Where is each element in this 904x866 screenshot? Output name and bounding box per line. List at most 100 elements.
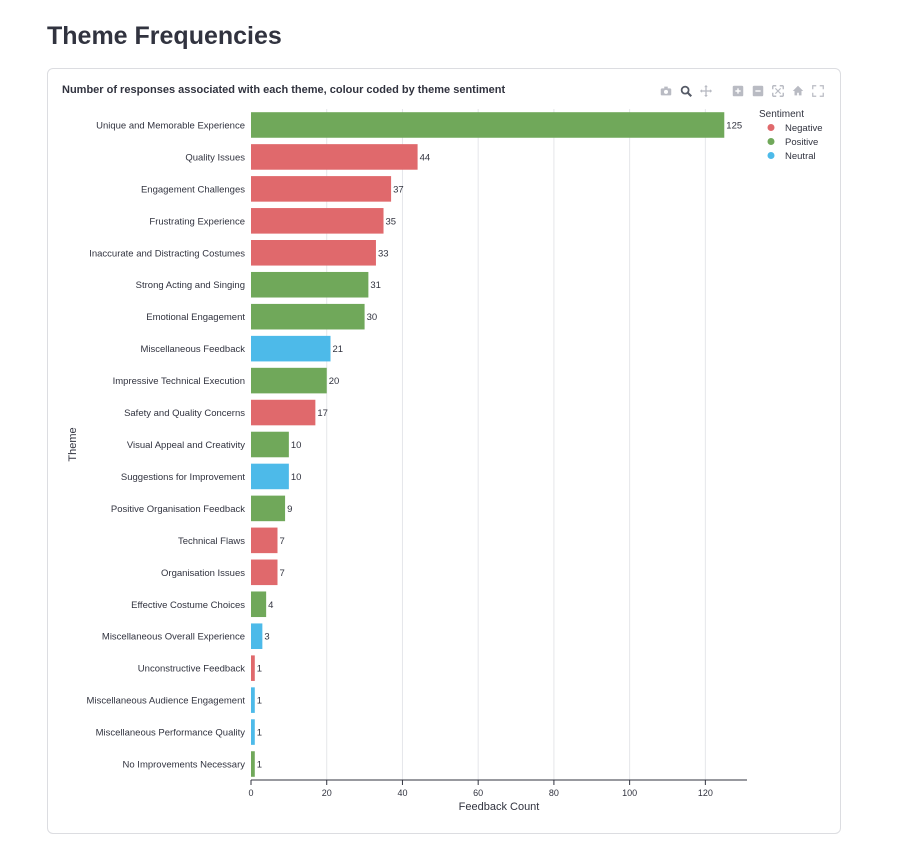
pan-icon	[699, 84, 713, 98]
bar[interactable]	[251, 559, 278, 586]
data-label: 4	[268, 600, 273, 611]
x-tick-label: 100	[622, 788, 637, 798]
bar[interactable]	[251, 719, 255, 745]
zoom-button[interactable]	[678, 83, 694, 99]
pan-button[interactable]	[698, 83, 714, 99]
data-label: 1	[257, 760, 262, 771]
data-label: 9	[287, 504, 292, 515]
bar[interactable]	[251, 527, 278, 554]
data-label: 33	[378, 248, 389, 259]
category-label: Miscellaneous Performance Quality	[96, 728, 246, 739]
zoom-out-button[interactable]	[750, 83, 766, 99]
zoom-out-icon	[752, 85, 764, 97]
bar[interactable]	[251, 431, 289, 458]
legend-item-positive: Positive	[785, 137, 818, 148]
fullscreen-button[interactable]	[810, 83, 826, 99]
category-label: Suggestions for Improvement	[121, 472, 245, 483]
category-label: Emotional Engagement	[146, 312, 245, 323]
bar[interactable]	[251, 303, 365, 330]
data-label: 3	[264, 632, 269, 643]
chart-card: Number of responses associated with each…	[47, 68, 841, 834]
modebar-spacer	[718, 83, 726, 99]
data-label: 7	[280, 536, 285, 547]
bar[interactable]	[251, 144, 418, 170]
category-label: Frustrating Experience	[149, 216, 245, 227]
category-label: Impressive Technical Execution	[113, 376, 245, 387]
bar[interactable]	[251, 687, 255, 713]
category-label: Effective Costume Choices	[131, 600, 245, 611]
category-label: Miscellaneous Overall Experience	[102, 632, 245, 643]
category-label: Miscellaneous Feedback	[140, 344, 245, 355]
legend-item-negative: Negative	[785, 123, 823, 134]
bar-chart: Number of responses associated with each…	[62, 84, 823, 813]
x-axis-title: Feedback Count	[459, 801, 540, 813]
data-label: 37	[393, 184, 404, 195]
category-label: Miscellaneous Audience Engagement	[87, 696, 246, 707]
autoscale-button[interactable]	[770, 83, 786, 99]
zoom-in-button[interactable]	[730, 83, 746, 99]
zoom-icon	[680, 85, 692, 97]
page-title: Theme Frequencies	[47, 22, 282, 50]
category-label: Technical Flaws	[178, 536, 245, 547]
bar[interactable]	[251, 623, 263, 649]
category-label: Engagement Challenges	[141, 184, 245, 195]
camera-button[interactable]	[658, 83, 674, 99]
category-label: Inaccurate and Distracting Costumes	[89, 248, 245, 259]
x-tick-label: 80	[549, 788, 559, 798]
x-tick-label: 0	[248, 788, 253, 798]
data-label: 21	[333, 344, 344, 355]
x-tick-label: 120	[698, 788, 713, 798]
data-label: 10	[291, 472, 302, 483]
bar[interactable]	[251, 208, 384, 234]
data-label: 31	[370, 280, 381, 291]
bar[interactable]	[251, 240, 376, 266]
data-label: 1	[257, 664, 262, 675]
category-label: Strong Acting and Singing	[136, 280, 245, 291]
zoom-in-icon	[732, 85, 744, 97]
category-label: Safety and Quality Concerns	[124, 408, 245, 419]
category-label: Unconstructive Feedback	[138, 664, 245, 675]
bar[interactable]	[251, 495, 286, 522]
data-label: 20	[329, 376, 340, 387]
category-label: Unique and Memorable Experience	[96, 120, 245, 131]
camera-icon	[660, 86, 672, 96]
data-label: 1	[257, 728, 262, 739]
legend-marker[interactable]	[767, 138, 775, 145]
category-label: Visual Appeal and Creativity	[127, 440, 245, 451]
category-label: Quality Issues	[185, 152, 245, 163]
bar[interactable]	[251, 399, 316, 426]
data-label: 125	[726, 120, 742, 131]
data-label: 7	[280, 568, 285, 579]
data-label: 35	[386, 216, 397, 227]
bar[interactable]	[251, 176, 392, 202]
bar[interactable]	[251, 591, 267, 618]
x-tick-label: 40	[397, 788, 407, 798]
bar[interactable]	[251, 335, 331, 362]
bar[interactable]	[251, 367, 327, 394]
category-label: No Improvements Necessary	[123, 760, 246, 771]
bar[interactable]	[251, 271, 369, 298]
data-label: 44	[420, 152, 431, 163]
fullscreen-icon	[812, 85, 824, 97]
category-label: Positive Organisation Feedback	[111, 504, 245, 515]
autoscale-icon	[772, 85, 784, 97]
data-label: 30	[367, 312, 378, 323]
x-tick-label: 60	[473, 788, 483, 798]
y-axis-title: Theme	[67, 427, 79, 461]
legend-marker[interactable]	[767, 152, 775, 159]
bar[interactable]	[251, 751, 255, 777]
data-label: 1	[257, 696, 262, 707]
data-label: 10	[291, 440, 302, 451]
reset-axes-button[interactable]	[790, 83, 806, 99]
legend-title: Sentiment	[759, 109, 804, 120]
bar[interactable]	[251, 112, 725, 138]
reset-axes-icon	[792, 85, 804, 96]
legend-item-neutral: Neutral	[785, 151, 816, 162]
category-label: Organisation Issues	[161, 568, 245, 579]
legend-marker[interactable]	[767, 124, 775, 131]
data-label: 17	[317, 408, 328, 419]
bar[interactable]	[251, 463, 289, 490]
chart-modebar	[658, 83, 826, 99]
x-tick-label: 20	[322, 788, 332, 798]
bar[interactable]	[251, 655, 255, 681]
